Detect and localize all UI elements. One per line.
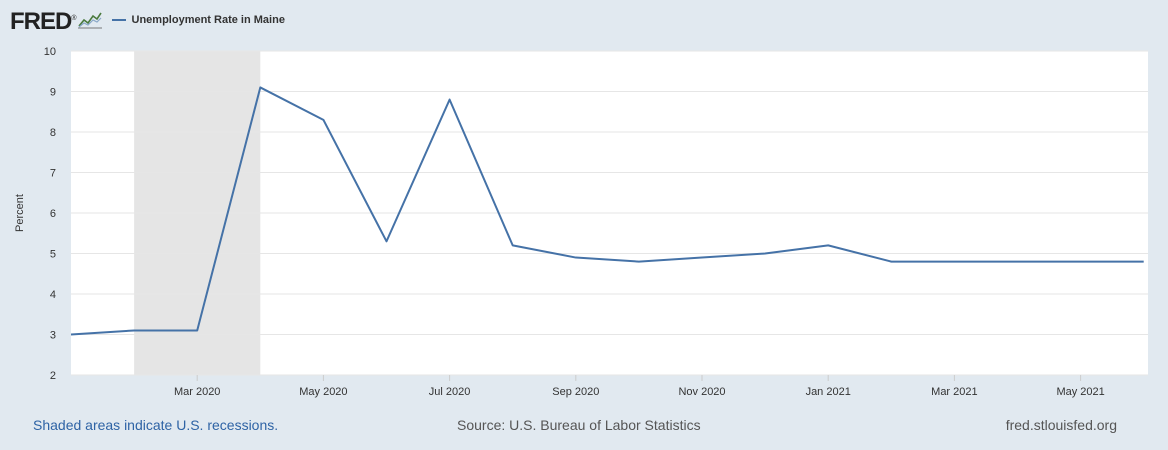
recession-note: Shaded areas indicate U.S. recessions. (33, 417, 279, 433)
legend-swatch (111, 19, 126, 21)
y-axis-label: Percent (14, 194, 26, 232)
site-link[interactable]: fred.stlouisfed.org (1005, 417, 1117, 433)
y-tick-label: 4 (50, 289, 56, 301)
y-tick-label: 8 (50, 127, 56, 139)
x-tick-label: Sep 2020 (552, 386, 599, 398)
x-tick-label: Jul 2020 (429, 386, 471, 398)
x-tick-label: Jan 2021 (806, 386, 851, 398)
source-note: Source: U.S. Bureau of Labor Statistics (457, 417, 701, 433)
legend-label: Unemployment Rate in Maine (131, 14, 285, 26)
y-tick-label: 9 (50, 87, 56, 99)
y-tick-label: 3 (50, 330, 56, 342)
y-tick-label: 5 (50, 249, 56, 261)
x-tick-label: May 2021 (1056, 386, 1104, 398)
chart-legend[interactable]: Unemployment Rate in Maine (111, 14, 285, 26)
x-tick-label: May 2020 (299, 386, 347, 398)
x-tick-label: Nov 2020 (678, 386, 725, 398)
y-tick-label: 6 (50, 208, 56, 220)
x-tick-label: Mar 2020 (174, 386, 220, 398)
chart-header: FRED® Unemployment Rate in Maine (10, 7, 285, 33)
x-tick-label: Mar 2021 (931, 386, 977, 398)
line-graph-icon (77, 11, 102, 29)
y-tick-label: 2 (50, 370, 56, 382)
y-tick-label: 10 (44, 46, 56, 58)
series-line (71, 86, 1144, 336)
y-tick-label: 7 (50, 168, 56, 180)
fred-logo[interactable]: FRED® (10, 7, 77, 35)
